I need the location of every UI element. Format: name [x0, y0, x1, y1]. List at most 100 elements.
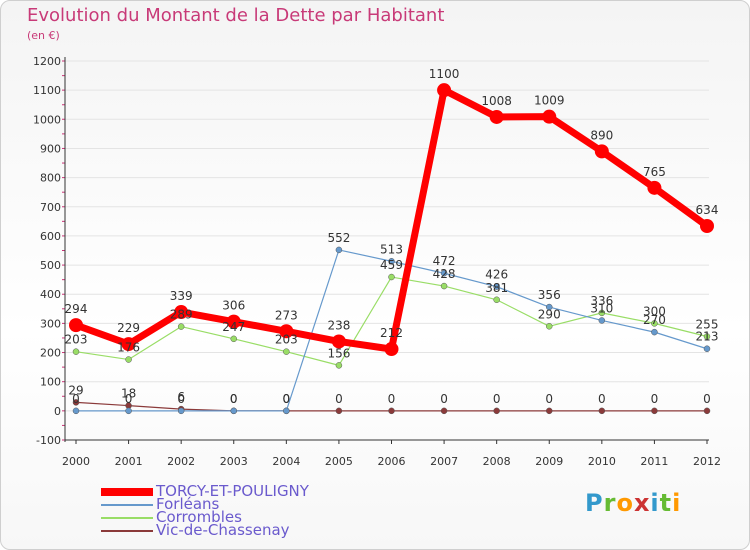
data-label: 428 [433, 267, 456, 281]
brand-letter: P [585, 489, 604, 517]
data-point-1 [598, 317, 606, 324]
data-label: 29 [68, 383, 83, 397]
x-tick-label: 2007 [430, 455, 458, 468]
data-point-0 [594, 144, 609, 159]
data-point-1 [125, 407, 132, 415]
data-label: 426 [485, 268, 508, 282]
legend-swatch-forleans [101, 504, 153, 506]
data-label: 1100 [429, 67, 460, 81]
data-label: 156 [327, 346, 350, 360]
data-point-2 [651, 320, 658, 327]
data-label: 300 [643, 304, 666, 318]
y-tick-label: -100 [36, 434, 61, 447]
data-point-2 [230, 335, 237, 343]
data-point-1 [283, 407, 290, 415]
x-tick-label: 2008 [483, 455, 511, 468]
data-point-0 [279, 324, 294, 339]
data-label: 0 [388, 392, 396, 406]
x-tick-label: 2001 [115, 455, 143, 468]
data-label: 0 [703, 392, 711, 406]
brand-letter: x [633, 489, 651, 517]
x-tick-label: 2004 [272, 455, 300, 468]
data-point-2 [72, 348, 80, 355]
data-label: 212 [380, 326, 403, 340]
data-label: 0 [230, 392, 238, 406]
data-point-1 [493, 283, 500, 290]
data-point-0 [226, 314, 241, 329]
data-label: 356 [538, 288, 561, 302]
x-tick-label: 2006 [378, 455, 406, 468]
y-tick-label: 1100 [33, 84, 61, 97]
chart-subtitle: (en €) [27, 29, 60, 42]
data-label: 0 [72, 392, 80, 406]
data-label: 255 [696, 318, 719, 332]
data-label: 289 [170, 308, 193, 322]
data-point-3 [493, 407, 500, 415]
legend-label-forleans: Forléans [156, 495, 220, 513]
data-point-0 [437, 83, 452, 98]
data-label: 310 [590, 301, 613, 315]
data-label: 247 [222, 320, 245, 334]
data-label: 0 [125, 392, 133, 406]
data-label: 765 [643, 165, 666, 179]
data-point-1 [72, 407, 80, 415]
brand-letter: o [616, 489, 634, 517]
data-point-0 [647, 180, 662, 195]
x-tick-label: 2011 [640, 455, 668, 468]
data-point-0 [69, 318, 83, 333]
y-tick-label: 0 [54, 405, 61, 418]
data-point-1 [703, 345, 711, 352]
data-label: 1008 [481, 94, 512, 108]
data-point-3 [651, 407, 658, 415]
data-label: 0 [283, 392, 291, 406]
data-point-1 [651, 328, 658, 336]
data-point-1 [440, 269, 448, 277]
data-label: 0 [177, 392, 185, 406]
data-label: 0 [545, 392, 553, 406]
data-label: 176 [117, 341, 140, 355]
data-label: 203 [65, 333, 88, 347]
data-point-0 [121, 337, 136, 352]
data-point-0 [174, 305, 189, 320]
data-label: 290 [538, 307, 561, 321]
legend-label-vic: Vic-de-Chassenay [156, 521, 290, 539]
x-tick-label: 2010 [588, 455, 616, 468]
y-tick-label: 600 [40, 230, 61, 243]
data-label: 0 [230, 392, 238, 406]
data-label: 513 [380, 242, 403, 256]
chart-title: Evolution du Montant de la Dette par Hab… [27, 5, 445, 26]
data-label: 213 [696, 330, 719, 344]
data-point-1 [177, 407, 185, 415]
y-tick-label: 200 [40, 347, 61, 360]
data-label: 634 [696, 203, 719, 217]
data-label: 0 [283, 392, 291, 406]
data-point-3 [388, 407, 395, 415]
y-tick-label: 800 [40, 172, 61, 185]
x-tick-label: 2012 [693, 455, 721, 468]
data-point-1 [546, 303, 553, 311]
data-point-2 [598, 309, 606, 317]
data-label: 890 [590, 128, 613, 142]
legend-swatch-vic [101, 530, 153, 532]
x-tick-label: 2002 [167, 455, 195, 468]
data-point-2 [177, 323, 185, 330]
brand-letter: r [603, 489, 617, 517]
data-point-0 [700, 219, 714, 234]
x-tick-label: 2000 [62, 455, 90, 468]
brand-letter: i [672, 489, 682, 517]
data-point-2 [546, 323, 553, 330]
y-tick-label: 300 [40, 317, 61, 330]
data-point-3 [440, 407, 448, 415]
data-label: 306 [222, 299, 245, 313]
data-label: 0 [335, 392, 343, 406]
y-tick-label: 1200 [33, 55, 61, 68]
data-label: 270 [643, 313, 666, 327]
data-point-3 [72, 399, 80, 406]
legend-swatch-torcy [101, 488, 153, 496]
data-label: 0 [598, 392, 606, 406]
data-point-2 [493, 296, 500, 304]
data-label: 0 [651, 392, 659, 406]
data-point-0 [384, 342, 399, 357]
